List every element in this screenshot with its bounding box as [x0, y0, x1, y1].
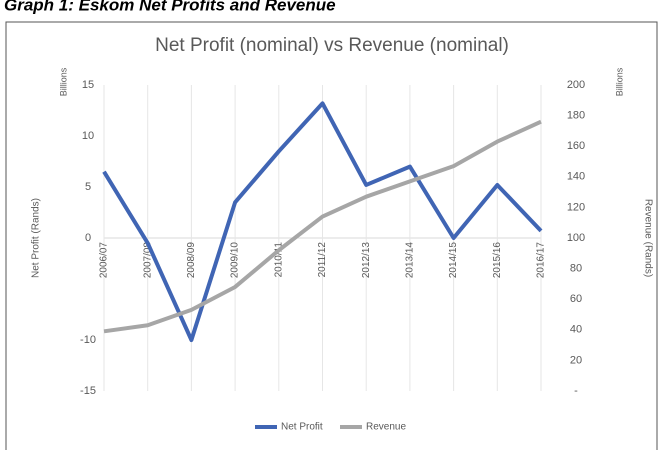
y2-tick-label: 200 [567, 79, 585, 91]
y2-tick-label: 100 [567, 232, 585, 244]
y2-tick-label: 20 [570, 354, 582, 366]
y-tick-label: 15 [82, 79, 94, 91]
x-tick-label: 2012/13 [361, 242, 372, 279]
y2-tick-label: 180 [567, 110, 585, 122]
x-tick-label: 2009/10 [230, 242, 241, 279]
y2-unit: Billions [614, 67, 624, 96]
series-line [102, 101, 543, 342]
x-tick-label: 2011/12 [317, 242, 328, 278]
y-tick-label: -15 [80, 385, 96, 397]
x-tick-label: 2007/08 [142, 242, 153, 279]
heading: Graph 1: Eskom Net Profits and Revenue [4, 0, 336, 14]
legend-label: Revenue [366, 422, 406, 433]
legend-label: Net Profit [281, 422, 323, 433]
y-tick-label: 0 [85, 232, 91, 244]
x-tick-label: 2015/16 [492, 242, 503, 279]
y2-tick-label: 40 [570, 324, 582, 336]
y2-tick-label: 120 [567, 201, 585, 213]
x-tick-label: 2008/09 [186, 242, 197, 279]
chart-title: Net Profit (nominal) vs Revenue (nominal… [155, 35, 509, 56]
y2-tick-label: 80 [570, 263, 582, 275]
series-line [103, 119, 542, 334]
x-tick-label: 2006/07 [99, 242, 110, 279]
x-tick-label: 2013/14 [405, 242, 416, 279]
y2-tick-label: - [574, 385, 578, 397]
x-tick-label: 2016/17 [536, 242, 547, 279]
y2-tick-label: 160 [567, 140, 585, 152]
y2-axis-label: Revenue (Rands) [642, 199, 653, 277]
y2-tick-label: 60 [570, 293, 582, 305]
x-tick-label: 2010/11 [273, 242, 284, 278]
x-tick-label: 2014/15 [448, 242, 459, 279]
y-axis-label: Net Profit (Rands) [31, 198, 42, 278]
y2-tick-label: 140 [567, 171, 585, 183]
y-tick-label: 5 [85, 181, 91, 193]
y-tick-label: -10 [80, 334, 96, 346]
y-tick-label: 10 [82, 130, 94, 142]
y-unit: Billions [58, 67, 68, 96]
